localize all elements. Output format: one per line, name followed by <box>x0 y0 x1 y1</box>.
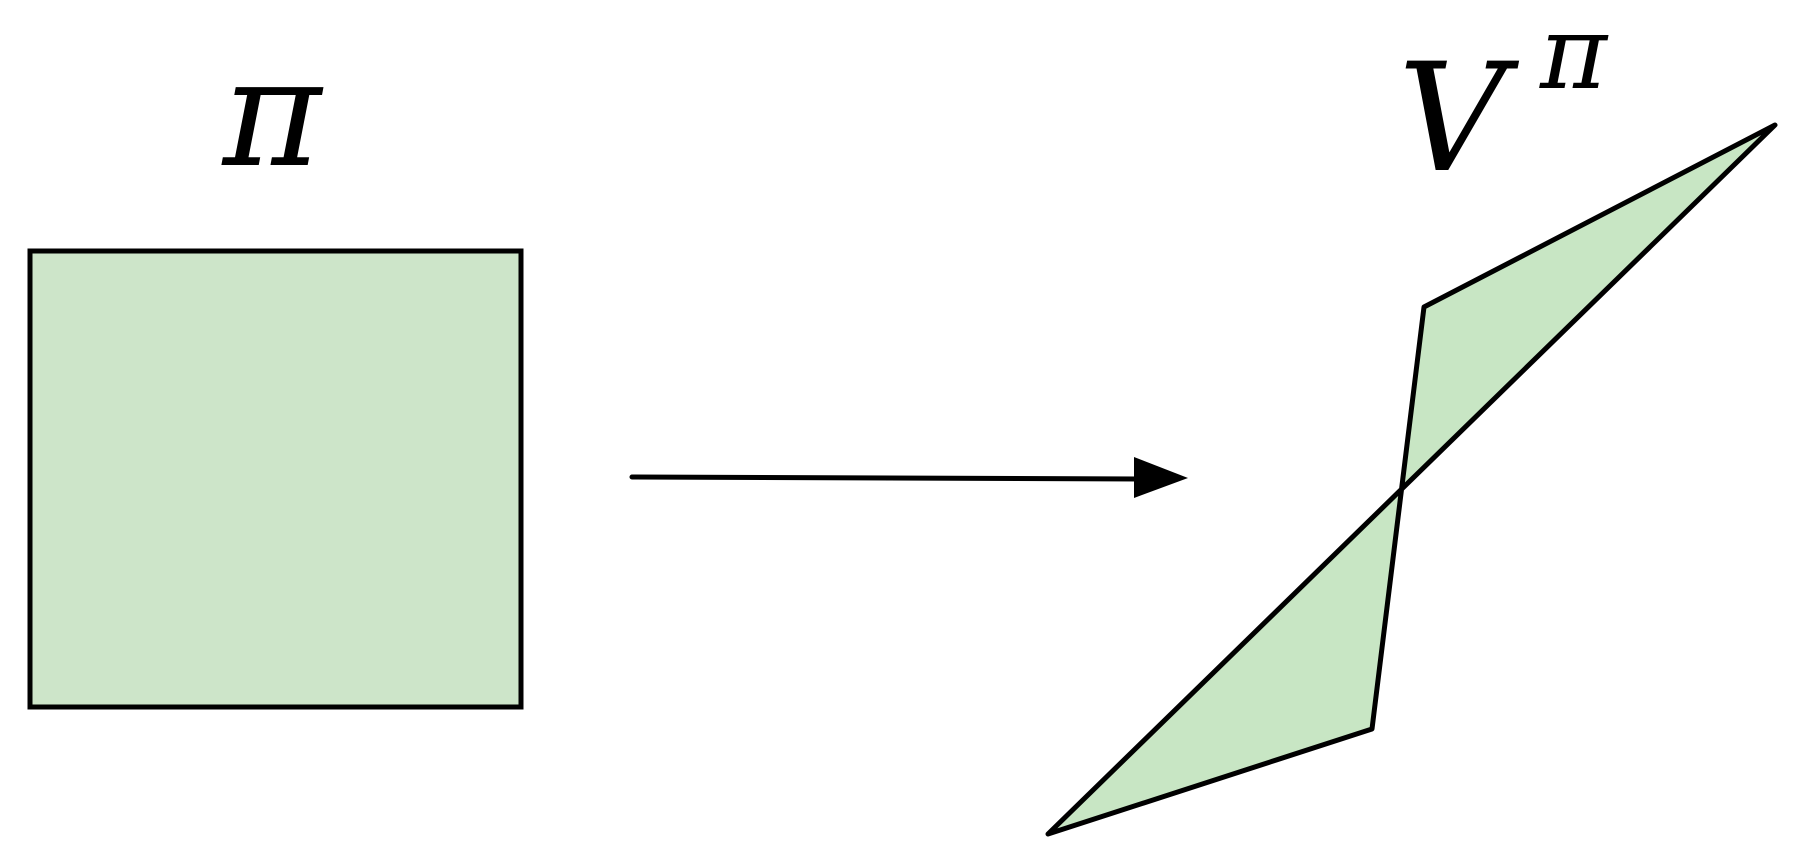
value-label-base: V <box>1398 32 1520 206</box>
policy-label: π <box>221 27 324 201</box>
mapping-arrow-line <box>629 474 1143 482</box>
value-polytope <box>1045 122 1778 837</box>
value-label: V π <box>1398 0 1609 206</box>
value-label-superscript: π <box>1539 0 1609 113</box>
mapping-arrow-head <box>1134 457 1188 498</box>
policy-square <box>27 248 524 710</box>
